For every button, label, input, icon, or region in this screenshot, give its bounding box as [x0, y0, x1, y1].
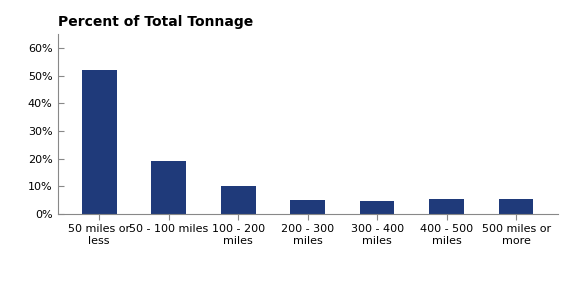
Bar — [151, 161, 186, 214]
Bar — [290, 200, 325, 214]
Text: Percent of Total Tonnage: Percent of Total Tonnage — [58, 15, 253, 29]
Bar — [360, 201, 394, 214]
Bar — [499, 199, 534, 214]
Bar — [82, 70, 117, 214]
Bar — [429, 199, 464, 214]
Bar — [221, 186, 255, 214]
